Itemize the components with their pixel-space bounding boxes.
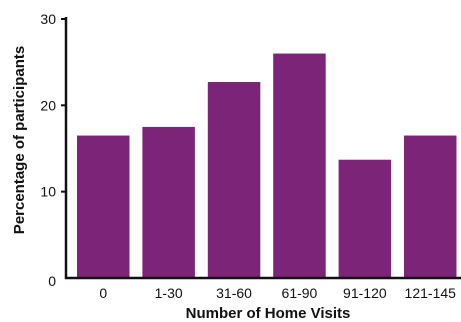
bar-91-120 xyxy=(338,159,392,278)
bar-31-60 xyxy=(207,82,261,278)
bar-121-145 xyxy=(404,135,457,278)
y-tick-label: 20 xyxy=(40,97,56,113)
x-tick-label: 61-90 xyxy=(282,285,318,301)
x-tick-label: 91-120 xyxy=(343,285,387,301)
x-tick-label: 1-30 xyxy=(155,285,183,301)
bar-61-90 xyxy=(273,53,326,279)
x-axis-title: Number of Home Visits xyxy=(186,305,351,322)
y-tick-label: 0 xyxy=(48,273,56,289)
bar-0 xyxy=(77,135,130,278)
bars-group xyxy=(77,53,457,279)
x-axis-ticks: 0 1-30 31-60 61-90 91-120 121-145 xyxy=(99,285,456,301)
x-tick-label: 0 xyxy=(99,285,107,301)
x-tick-label: 31-60 xyxy=(216,285,252,301)
y-tick-label: 30 xyxy=(40,11,56,27)
y-tick-label: 10 xyxy=(40,184,56,200)
y-axis-ticks: 0 10 20 30 xyxy=(40,11,66,289)
y-axis-title: Percentage of participants xyxy=(11,46,28,234)
x-tick-label: 121-145 xyxy=(405,285,457,301)
bar-1-30 xyxy=(142,126,195,279)
